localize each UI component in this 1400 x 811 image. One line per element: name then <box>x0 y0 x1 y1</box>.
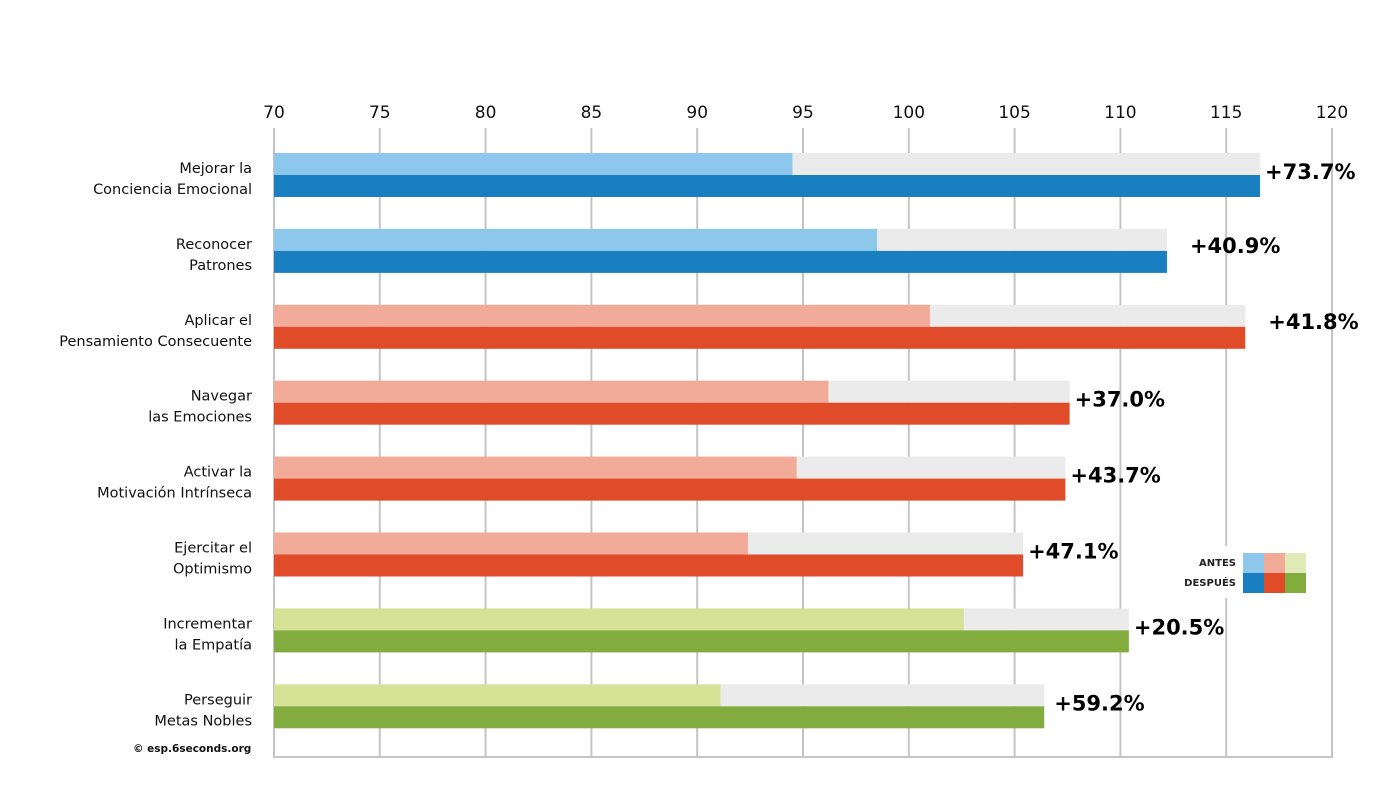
category-label-line1: Incrementar <box>163 616 252 632</box>
x-tick-label: 100 <box>893 103 925 123</box>
percent-label: +73.7% <box>1265 160 1355 184</box>
x-tick-label: 80 <box>475 103 497 123</box>
bar-antes <box>274 456 797 479</box>
legend: ANTES DESPUÉS <box>1184 546 1312 598</box>
bar-despues <box>274 250 1167 273</box>
x-tick-label: 110 <box>1104 103 1136 123</box>
bar-antes <box>274 380 829 403</box>
bar-antes <box>274 228 878 251</box>
percent-label: +37.0% <box>1075 388 1165 412</box>
x-tick-label: 90 <box>686 103 708 123</box>
category-label-line2: Optimismo <box>173 562 252 578</box>
category-label-line1: Ejercitar el <box>174 541 252 557</box>
percent-label: +47.1% <box>1028 540 1118 564</box>
legend-label-despues: DESPUÉS <box>1184 576 1236 589</box>
legend-swatch-despues <box>1264 573 1285 593</box>
percent-label: +20.5% <box>1134 615 1224 639</box>
grid-lines <box>273 128 1333 758</box>
legend-swatch-despues <box>1285 573 1306 593</box>
x-axis-ticks: 70 75 80 85 90 95 100 105 110 115 120 <box>263 103 1348 123</box>
copyright-text: © esp.6seconds.org <box>133 743 251 755</box>
bar-antes <box>274 153 793 175</box>
legend-swatch-antes <box>1285 553 1306 573</box>
legend-label-antes: ANTES <box>1199 558 1236 569</box>
category-label-line1: Mejorar la <box>179 161 252 177</box>
category-label-line2: Conciencia Emocional <box>93 182 252 198</box>
bar-despues <box>274 630 1129 653</box>
legend-swatch-despues <box>1243 573 1264 593</box>
bar-despues <box>274 175 1261 197</box>
bar-antes <box>274 532 748 555</box>
category-label-line2: Patrones <box>189 258 252 274</box>
bar-despues <box>274 478 1066 501</box>
bar-antes <box>274 684 721 707</box>
percent-label: +40.9% <box>1190 234 1280 258</box>
category-labels: Mejorar la Conciencia Emocional Reconocer P… <box>59 161 252 729</box>
legend-swatch-antes <box>1264 553 1285 573</box>
bar-antes <box>274 304 930 327</box>
x-tick-label: 70 <box>263 103 285 123</box>
category-label-line2: la Empatía <box>175 637 253 653</box>
bar-despues <box>274 706 1045 729</box>
x-tick-label: 115 <box>1210 103 1242 123</box>
percent-label: +59.2% <box>1054 691 1144 715</box>
x-tick-label: 95 <box>792 103 814 123</box>
category-label-line2: las Emociones <box>148 410 252 426</box>
percent-label: +41.8% <box>1268 310 1358 334</box>
x-tick-label: 85 <box>581 103 603 123</box>
x-tick-label: 75 <box>369 103 391 123</box>
x-tick-label: 120 <box>1316 103 1348 123</box>
percent-label: +43.7% <box>1070 464 1160 488</box>
category-label-line1: Activar la <box>184 465 252 481</box>
bar-antes <box>274 608 964 631</box>
x-tick-label: 105 <box>998 103 1030 123</box>
bar-despues <box>274 326 1246 349</box>
category-label-line2: Motivación Intrínseca <box>97 486 252 502</box>
bar-despues <box>274 554 1024 577</box>
legend-swatch-antes <box>1243 553 1264 573</box>
bars <box>274 153 1261 729</box>
category-label-line1: Reconocer <box>176 237 252 253</box>
percent-annotations: +73.7% +40.9% +41.8% +37.0% +43.7% +47.1% +20.… <box>1028 160 1359 715</box>
category-label-line2: Metas Nobles <box>154 713 252 729</box>
category-label-line1: Aplicar el <box>184 313 252 329</box>
category-label-line1: Navegar <box>191 389 252 405</box>
category-label-line2: Pensamiento Consecuente <box>59 334 252 350</box>
bar-despues <box>274 402 1070 425</box>
category-label-line1: Perseguir <box>184 692 252 708</box>
